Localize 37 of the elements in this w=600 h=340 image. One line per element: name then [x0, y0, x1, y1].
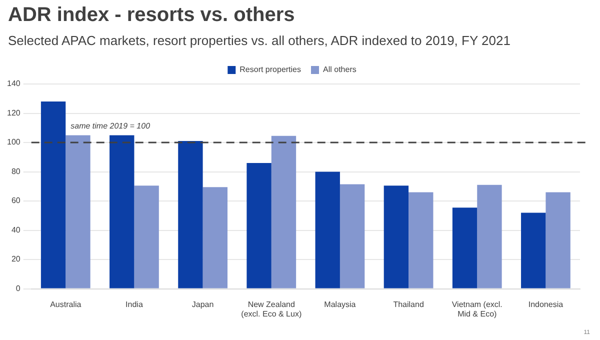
y-tick-label: 0 [16, 284, 21, 294]
x-tick-label: Malaysia [324, 300, 356, 309]
bar [110, 135, 134, 288]
bar [178, 141, 203, 288]
bar [340, 184, 365, 288]
chart-title: ADR index - resorts vs. others [8, 4, 295, 27]
y-tick-label: 140 [6, 79, 21, 88]
bar [452, 208, 478, 288]
x-tick-label: Indonesia [528, 300, 564, 309]
x-tick-label: New Zealand (excl. Eco & Lux) [241, 300, 302, 318]
x-tick-label: Japan [192, 300, 214, 309]
bar [521, 212, 546, 288]
legend-label: All others [323, 65, 356, 74]
bar [271, 136, 296, 288]
legend-label: Resort properties [240, 65, 302, 74]
bar [246, 162, 272, 288]
x-tick-label: Thailand [393, 300, 424, 309]
y-tick-label: 120 [6, 108, 21, 118]
y-tick-label: 80 [11, 166, 21, 176]
bar [40, 102, 66, 288]
bar [134, 186, 159, 288]
y-tick-label: 40 [11, 225, 21, 234]
bar [202, 187, 228, 288]
y-tick-label: 20 [11, 254, 21, 264]
bar [408, 192, 434, 288]
bar [66, 135, 90, 288]
bar [315, 172, 340, 288]
bar [477, 184, 502, 288]
y-tick-label: 100 [6, 138, 21, 147]
x-tick-label: Vietnam (excl. Mid & Eco) [452, 300, 502, 318]
bar [546, 192, 570, 288]
bar [384, 186, 409, 288]
chart-subtitle: Selected APAC markets, resort properties vs. all others, ADR indexed to 2019, FY 2021 [8, 33, 510, 48]
y-tick-label: 60 [11, 196, 21, 206]
x-tick-label: Australia [50, 300, 82, 309]
x-tick-label: India [126, 300, 144, 309]
ref-line-label: same time 2019 = 100 [70, 122, 151, 131]
